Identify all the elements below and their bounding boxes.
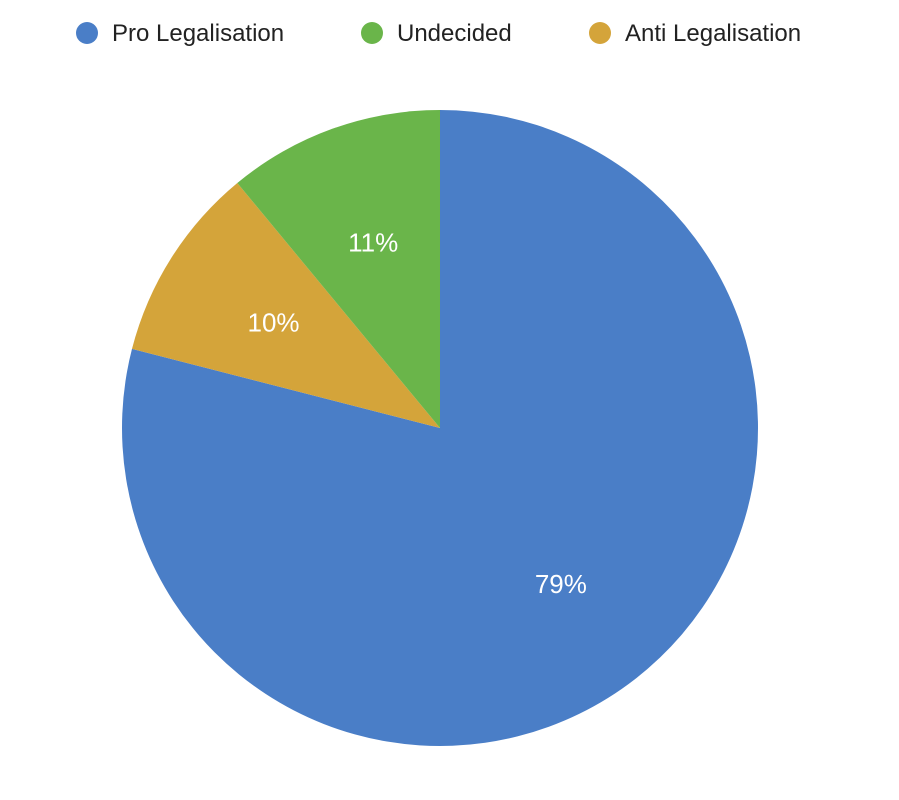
- legend-label: Anti Legalisation: [625, 20, 801, 47]
- legend-item-pro-legalisation[interactable]: Pro Legalisation: [76, 20, 284, 47]
- pie-slices: [122, 110, 759, 746]
- legend-label: Pro Legalisation: [112, 20, 284, 47]
- legend: Pro Legalisation Undecided Anti Legalisati…: [76, 20, 801, 47]
- legend-label: Undecided: [397, 20, 512, 47]
- pie-slice-anti-legalisation[interactable]: [131, 182, 441, 428]
- legend-swatch: [361, 22, 383, 44]
- slice-label-anti-legalisation: 10%: [248, 307, 300, 337]
- legend-item-undecided[interactable]: Undecided: [361, 20, 512, 47]
- pie-slice-pro-legalisation[interactable]: [122, 110, 759, 746]
- pie-slice-undecided[interactable]: [237, 110, 440, 428]
- legend-item-anti-legalisation[interactable]: Anti Legalisation: [589, 20, 801, 47]
- legend-swatch: [76, 22, 98, 44]
- legend-swatch: [589, 22, 611, 44]
- slice-labels: 79% 10% 11%: [248, 228, 587, 599]
- slice-label-undecided: 11%: [348, 228, 398, 258]
- slice-label-pro-legalisation: 79%: [535, 569, 587, 599]
